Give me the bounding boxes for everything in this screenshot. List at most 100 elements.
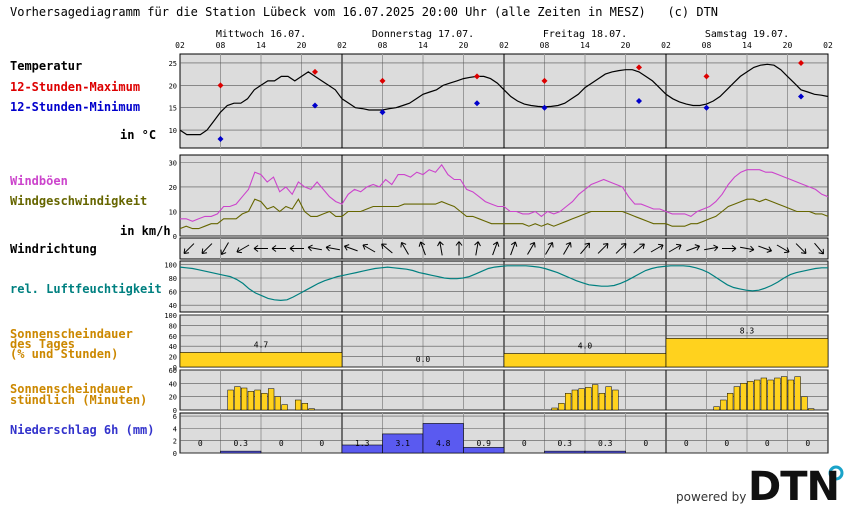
y-tick: 100 <box>164 312 177 320</box>
y-tick: 40 <box>169 380 177 388</box>
arrow-shaft <box>563 242 571 255</box>
wind-arrow <box>776 244 790 254</box>
wind-arrow <box>271 245 286 252</box>
precip-bar <box>463 447 505 454</box>
precip-bar <box>584 450 626 454</box>
arrow-head <box>584 242 590 249</box>
max-point <box>541 77 548 84</box>
sun-hour-bar <box>720 399 727 411</box>
arrow-shaft <box>308 246 322 251</box>
wind-arrow <box>418 241 426 256</box>
arrow-head <box>437 241 444 247</box>
arrow-head <box>344 244 350 251</box>
y-tick: 80 <box>169 322 177 330</box>
arrow-head <box>183 248 190 254</box>
sun-day-value: 4.0 <box>578 341 593 350</box>
y-tick: 20 <box>169 354 177 362</box>
sun-hour-bar <box>234 386 241 411</box>
wind-arrow <box>400 241 409 255</box>
hour-tick: 08 <box>378 41 388 50</box>
y-tick: 20 <box>169 184 177 192</box>
temp-title: Temperatur <box>10 59 83 73</box>
sun-hour-bar <box>794 376 801 411</box>
arrow-shaft <box>633 243 645 254</box>
min-point <box>703 104 710 111</box>
y-tick: 20 <box>169 394 177 402</box>
wind-arrow <box>325 244 340 252</box>
arrow-head <box>510 241 518 247</box>
arrow-head <box>236 247 242 254</box>
precip-value: 0.3 <box>558 439 573 448</box>
sun-hour-label-2: stündlich (Minuten) <box>10 393 148 407</box>
hour-tick: 08 <box>702 41 712 50</box>
precip-value: 0 <box>522 439 527 448</box>
hour-tick: 02 <box>823 41 833 50</box>
sun-day-value: 0.0 <box>416 355 431 364</box>
sun-hour-bar <box>268 388 275 411</box>
hour-tick: 14 <box>742 41 752 50</box>
day-label: Donnerstag 17.07. <box>372 29 474 40</box>
arrow-head <box>474 241 481 247</box>
sun-hour-bar <box>760 377 767 411</box>
wind-arrow <box>704 244 719 252</box>
arrow-shaft <box>326 246 340 251</box>
y-tick: 4 <box>173 425 177 433</box>
hour-tick: 14 <box>580 41 590 50</box>
sun-day-bar <box>665 338 829 368</box>
wind-arrow <box>344 244 358 252</box>
precip-value: 0 <box>805 439 810 448</box>
arrow-head <box>784 247 790 254</box>
sun-hour-bar <box>747 381 754 411</box>
day-label: Freitag 18.07. <box>543 29 627 40</box>
hour-tick: 02 <box>175 41 185 50</box>
wind-arrow <box>527 241 536 255</box>
max-point <box>474 73 480 80</box>
hour-tick: 20 <box>459 41 469 50</box>
arrow-head <box>220 249 227 256</box>
chart-title: Vorhersagediagramm für die Station Lübec… <box>10 5 719 19</box>
wind-arrow <box>615 243 627 254</box>
sun-hour-bar <box>227 389 234 411</box>
arrow-shaft <box>344 245 358 252</box>
y-tick: 0 <box>173 450 177 458</box>
arrow-head <box>602 243 609 249</box>
sun-hour-bar <box>787 379 794 411</box>
sun-hour-bar <box>558 403 565 411</box>
wind-arrow <box>563 241 572 255</box>
sun-hour-bar <box>733 386 740 411</box>
min-point <box>798 93 804 100</box>
sun-hour-bar <box>774 377 781 411</box>
arrow-head <box>325 244 331 252</box>
arrow-shaft <box>362 244 376 253</box>
wind-arrow <box>253 245 268 252</box>
max-point <box>636 64 642 71</box>
y-tick: 60 <box>169 333 177 341</box>
sun-hour-bar <box>254 389 261 411</box>
arrow-head <box>307 244 313 252</box>
arrow-shaft <box>776 244 790 253</box>
sun-hour-bar <box>605 386 612 411</box>
y-tick: 15 <box>169 105 177 113</box>
wind-arrow <box>650 243 664 253</box>
sun-hour-bar <box>308 408 315 411</box>
arrow-head <box>201 248 208 254</box>
sun-day-label-1: Sonnenscheindauer <box>10 327 133 341</box>
wind-arrow <box>633 243 645 254</box>
arrow-shaft <box>758 245 772 252</box>
arrow-head <box>676 243 682 250</box>
powered-by-text: powered by <box>676 490 747 504</box>
arrow-head <box>731 245 737 252</box>
arrow-head <box>362 243 368 250</box>
sun-hour-bar <box>241 387 248 411</box>
sun-hour-bar <box>781 376 788 411</box>
arrow-head <box>271 245 277 252</box>
wind-arrow <box>545 241 554 255</box>
precip-value: 4.8 <box>436 439 451 448</box>
wind-arrow <box>580 242 590 255</box>
y-tick: 0 <box>173 364 177 372</box>
wind-arrow <box>362 243 376 253</box>
arrow-head <box>766 246 772 253</box>
sun-hour-bar <box>281 404 288 411</box>
precip-bar <box>422 423 464 454</box>
arrow-shaft <box>183 243 195 254</box>
